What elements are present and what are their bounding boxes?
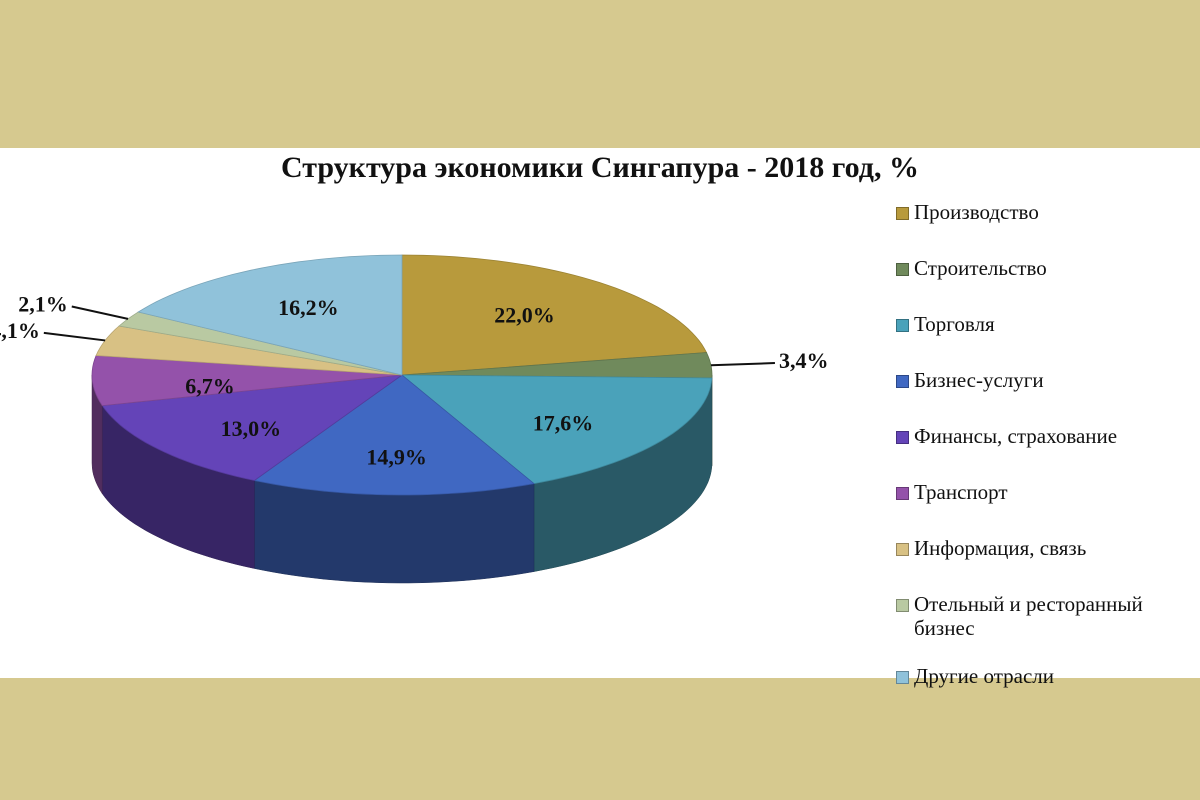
slice-top [91, 355, 403, 407]
slice-top [253, 374, 535, 496]
legend-swatch [896, 431, 909, 444]
legend-swatch [896, 319, 909, 332]
data-label: 16,2% [278, 295, 339, 320]
slice-top [400, 374, 713, 485]
slice-side [254, 480, 535, 584]
legend-swatch [896, 487, 909, 500]
slice [401, 254, 708, 376]
data-label: 14,9% [366, 444, 427, 469]
legend-item: Бизнес-услуги [896, 368, 1196, 392]
legend-item: Финансы, страхование [896, 424, 1196, 448]
data-label: 4,1% [0, 318, 40, 343]
legend-label: Производство [914, 200, 1039, 224]
legend-label: Строительство [914, 256, 1047, 280]
legend-swatch [896, 543, 909, 556]
slice [137, 254, 403, 376]
legend-label: Другие отрасли [914, 664, 1054, 688]
slice-top [101, 374, 404, 481]
slice-top [137, 254, 403, 376]
leader-line [43, 331, 106, 342]
slice-top [401, 254, 708, 376]
slice [91, 355, 403, 495]
chart-title: Структура экономики Сингапура - 2018 год… [281, 151, 919, 184]
legend-swatch [896, 263, 909, 276]
legend-item: Другие отрасли [896, 664, 1196, 688]
legend-item: Транспорт [896, 480, 1196, 504]
legend-label: Финансы, страхование [914, 424, 1118, 448]
data-label: 6,7% [185, 374, 235, 399]
slice [253, 374, 535, 584]
legend-item: Производство [896, 200, 1196, 224]
legend-label: Бизнес-услуги [914, 368, 1044, 392]
leader-line [710, 362, 775, 367]
legend-item: Строительство [896, 256, 1196, 280]
legend-swatch [896, 599, 909, 612]
legend-swatch [896, 671, 909, 684]
legend-label: Информация, связь [914, 536, 1087, 560]
data-label: 2,1% [18, 292, 68, 317]
leader-line [71, 305, 129, 320]
data-label: 17,6% [533, 411, 594, 436]
legend-item: Отельный и ресторанный бизнес [896, 592, 1196, 640]
legend-swatch [896, 207, 909, 220]
data-label: 3,4% [779, 348, 829, 373]
legend-label: Торговля [914, 312, 995, 336]
slice [101, 374, 404, 569]
legend-label: Отельный и ресторанный бизнес [914, 592, 1143, 640]
legend-item: Информация, связь [896, 536, 1196, 560]
legend-item: Торговля [896, 312, 1196, 336]
legend-label: Транспорт [914, 480, 1008, 504]
legend-swatch [896, 375, 909, 388]
data-label: 22,0% [494, 303, 555, 328]
slice-top [401, 352, 713, 379]
data-label: 13,0% [221, 416, 282, 441]
